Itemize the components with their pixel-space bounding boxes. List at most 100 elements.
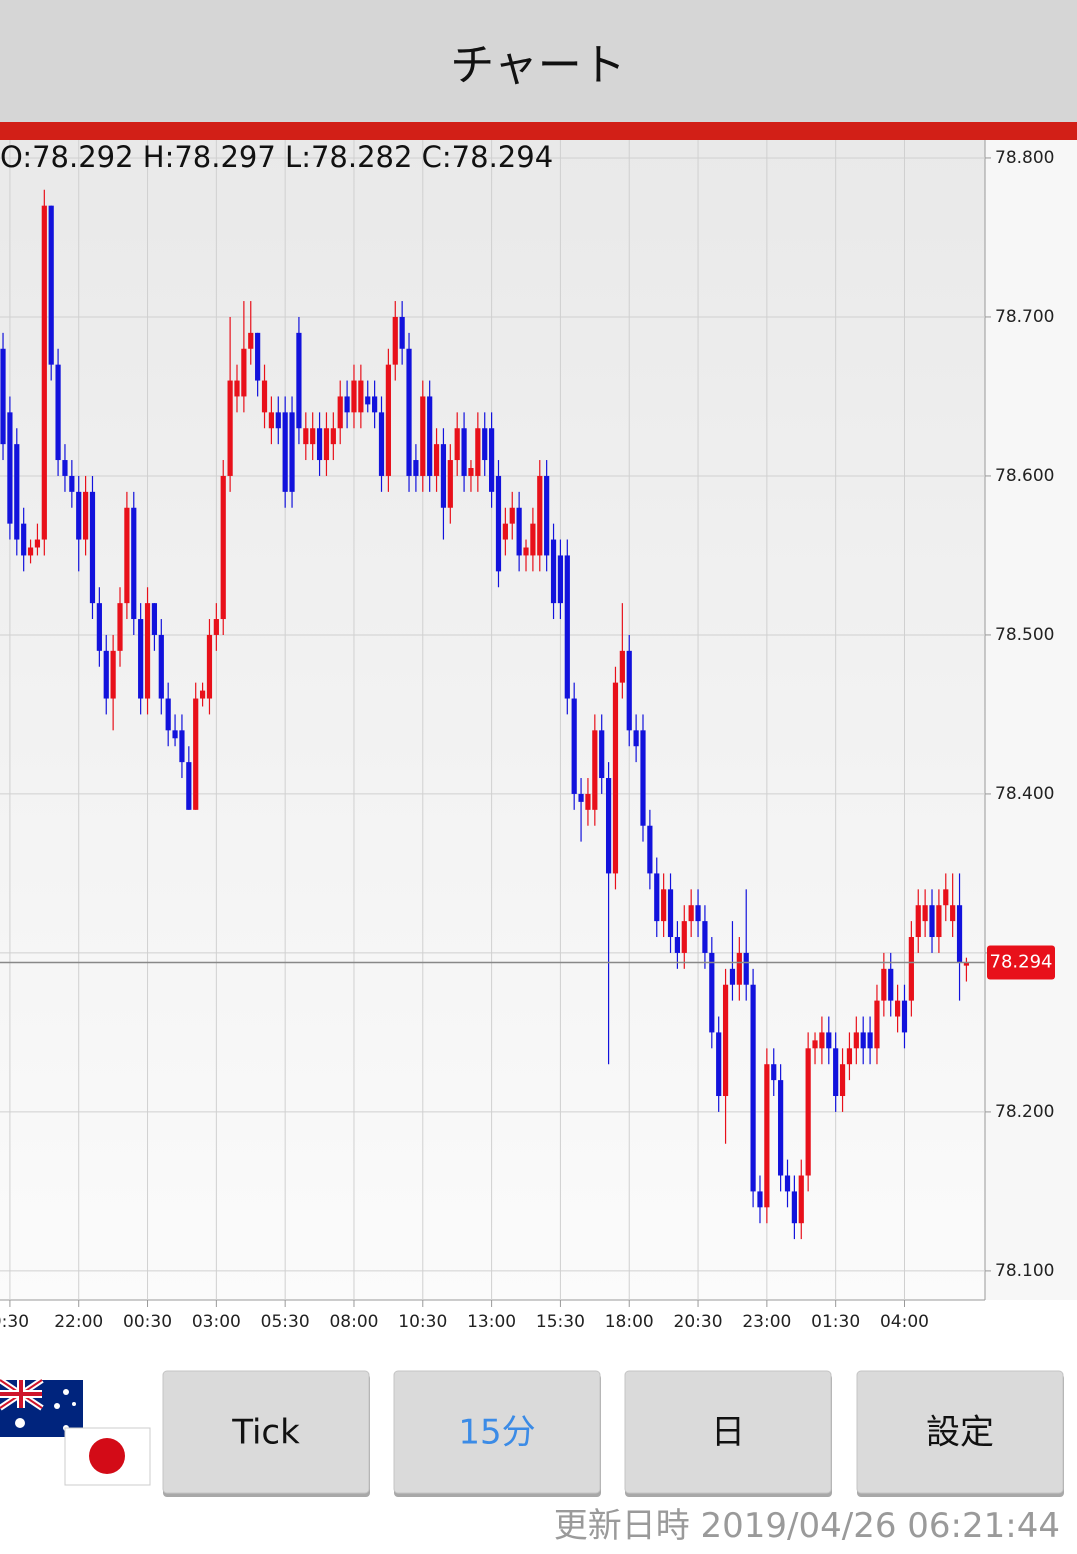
candle-body [922, 905, 928, 922]
candle-body [557, 555, 564, 604]
interval-button[interactable]: Tick [162, 1370, 370, 1497]
candle-body [358, 380, 364, 413]
button-face[interactable] [624, 1370, 832, 1494]
candle-body [888, 968, 894, 1001]
y-tick-label: 78.600 [995, 466, 1054, 486]
candle-body [144, 603, 151, 699]
x-tick-label: 00:30 [123, 1312, 172, 1332]
candle-body [654, 873, 660, 922]
ohlc-readout: O:78.292 H:78.297 L:78.282 C:78.294 [0, 140, 553, 174]
candle-body [186, 762, 192, 810]
candle-body [55, 364, 61, 461]
button-label[interactable]: 日 [711, 1413, 745, 1453]
header-title: チャート [450, 40, 626, 91]
candle-body [936, 905, 942, 938]
button-face[interactable] [856, 1370, 1064, 1494]
currency-flags [0, 1377, 151, 1486]
y-tick-label: 78.500 [995, 625, 1054, 645]
candle-body [516, 507, 522, 556]
candle-body [475, 428, 481, 476]
candle-body [206, 634, 213, 699]
button-label[interactable]: Tick [231, 1413, 300, 1453]
candle-body [227, 380, 233, 476]
candle-body [523, 547, 529, 556]
candle-body [89, 491, 96, 604]
y-tick-label: 78.100 [995, 1261, 1054, 1281]
candle-body [502, 523, 508, 540]
interval-button[interactable]: 15分 [393, 1370, 601, 1497]
candle-body [138, 619, 144, 699]
candle-body [585, 793, 591, 810]
candle-body [69, 475, 75, 492]
update-time: 更新日時 2019/04/26 06:21:44 [554, 1506, 1060, 1546]
candle-body [316, 428, 323, 461]
candle-body [62, 460, 68, 476]
candle-body [681, 921, 687, 953]
candle-body [34, 539, 41, 548]
candle-body [895, 1000, 901, 1017]
candle-body [778, 1080, 784, 1176]
candle-body [48, 205, 54, 365]
candle-body [199, 690, 206, 699]
candle-body [771, 1064, 777, 1081]
y-tick-label: 78.800 [995, 148, 1054, 168]
candle-body [378, 412, 385, 476]
candle-body [261, 380, 268, 413]
axes: 78.10078.20078.30078.40078.50078.60078.7… [0, 148, 1055, 1332]
y-tick-label: 78.700 [995, 307, 1054, 327]
candle-body [482, 428, 488, 461]
candle-body [915, 905, 921, 938]
candle-body [833, 1048, 839, 1097]
candle-body [798, 1175, 804, 1224]
candle-body [0, 348, 6, 445]
candle-body [399, 316, 405, 349]
candle-body [750, 984, 756, 1192]
candle-body [950, 905, 956, 922]
candle-body [661, 889, 667, 922]
x-tick-label: 22:00 [54, 1312, 103, 1332]
x-tick-label: 23:00 [742, 1312, 791, 1332]
interval-button[interactable]: 設定 [856, 1370, 1064, 1497]
x-tick-label: 03:00 [192, 1312, 241, 1332]
candle-body [330, 428, 336, 445]
candle-body [709, 952, 715, 1033]
candle-body [908, 937, 914, 1001]
candle-body [612, 682, 619, 874]
button-label[interactable]: 15分 [458, 1413, 535, 1453]
candle-body [41, 205, 47, 540]
candle-body [275, 412, 281, 429]
candle-body [268, 412, 275, 429]
candle-body [433, 444, 440, 476]
candle-body [248, 332, 254, 349]
x-tick-label: 05:30 [261, 1312, 310, 1332]
x-tick-label: 20:30 [674, 1312, 723, 1332]
candle-body [131, 507, 137, 620]
header-bar [0, 0, 1077, 122]
button-label[interactable]: 設定 [926, 1413, 994, 1453]
interval-buttons: Tick 15分 日 設定 [162, 1370, 1064, 1497]
candle-body [812, 1040, 818, 1049]
x-tick-label: 15:30 [536, 1312, 585, 1332]
candle-body [323, 428, 330, 461]
candle-body [571, 698, 577, 794]
candle-body [165, 698, 171, 731]
button-face[interactable] [393, 1370, 601, 1494]
candle-body [943, 889, 949, 906]
candle-body [605, 778, 612, 874]
candle-body [103, 650, 109, 699]
candle-body [722, 984, 729, 1097]
candle-body [550, 539, 557, 604]
x-tick-label: 04:00 [880, 1312, 929, 1332]
candle-body [702, 921, 708, 953]
candle-body [757, 1191, 763, 1208]
candle-body [619, 650, 625, 683]
candle-body [743, 952, 749, 985]
candle-body [151, 603, 158, 635]
candle-body [172, 730, 178, 739]
candle-body [76, 491, 82, 540]
candle-body [578, 793, 584, 802]
candle-body [674, 937, 681, 953]
button-face[interactable] [162, 1370, 370, 1494]
candle-body [289, 412, 295, 492]
interval-button[interactable]: 日 [624, 1370, 832, 1497]
